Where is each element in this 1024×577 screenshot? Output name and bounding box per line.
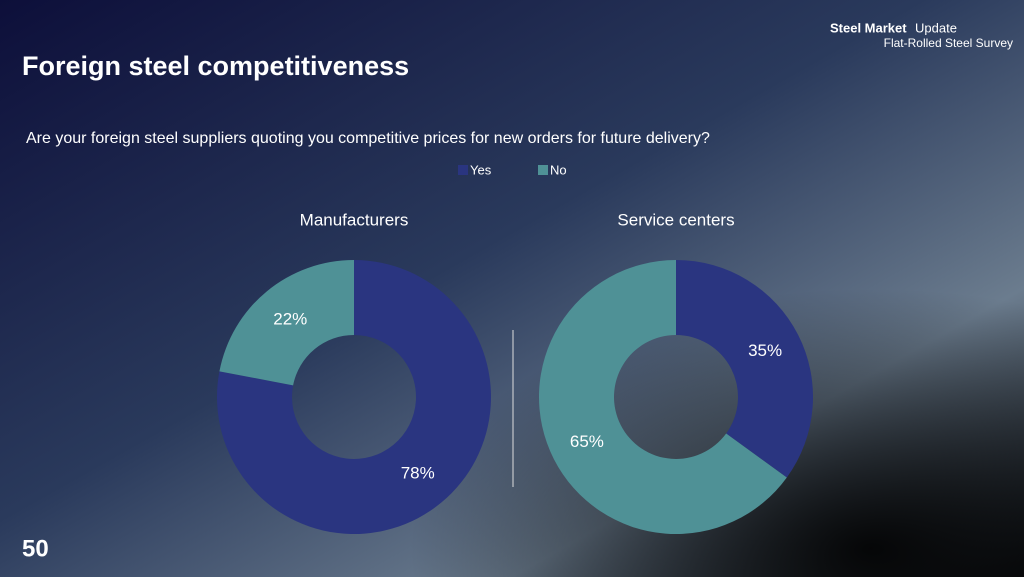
logo-brand: Steel Market xyxy=(830,20,907,35)
data-label: 35% xyxy=(748,341,782,360)
data-label: 22% xyxy=(273,309,307,328)
legend-label: No xyxy=(550,162,567,177)
legend-label: Yes xyxy=(470,162,492,177)
legend-swatch xyxy=(458,165,468,175)
page-number: 50 xyxy=(22,535,49,562)
donut-segment xyxy=(217,260,491,534)
chart-title: Service centers xyxy=(617,210,734,229)
slide-title: Foreign steel competitiveness xyxy=(22,51,409,81)
donut-segment xyxy=(676,260,813,478)
chart-title: Manufacturers xyxy=(300,210,409,229)
data-label: 78% xyxy=(401,464,435,483)
donut-segment xyxy=(538,260,787,534)
donut-segment xyxy=(219,260,354,386)
logo-brand-suffix: Update xyxy=(915,20,957,35)
data-label: 65% xyxy=(570,432,604,451)
logo-subtitle: Flat-Rolled Steel Survey xyxy=(884,36,1013,50)
question: Are your foreign steel suppliers quoting… xyxy=(26,130,710,147)
legend-swatch xyxy=(538,165,548,175)
